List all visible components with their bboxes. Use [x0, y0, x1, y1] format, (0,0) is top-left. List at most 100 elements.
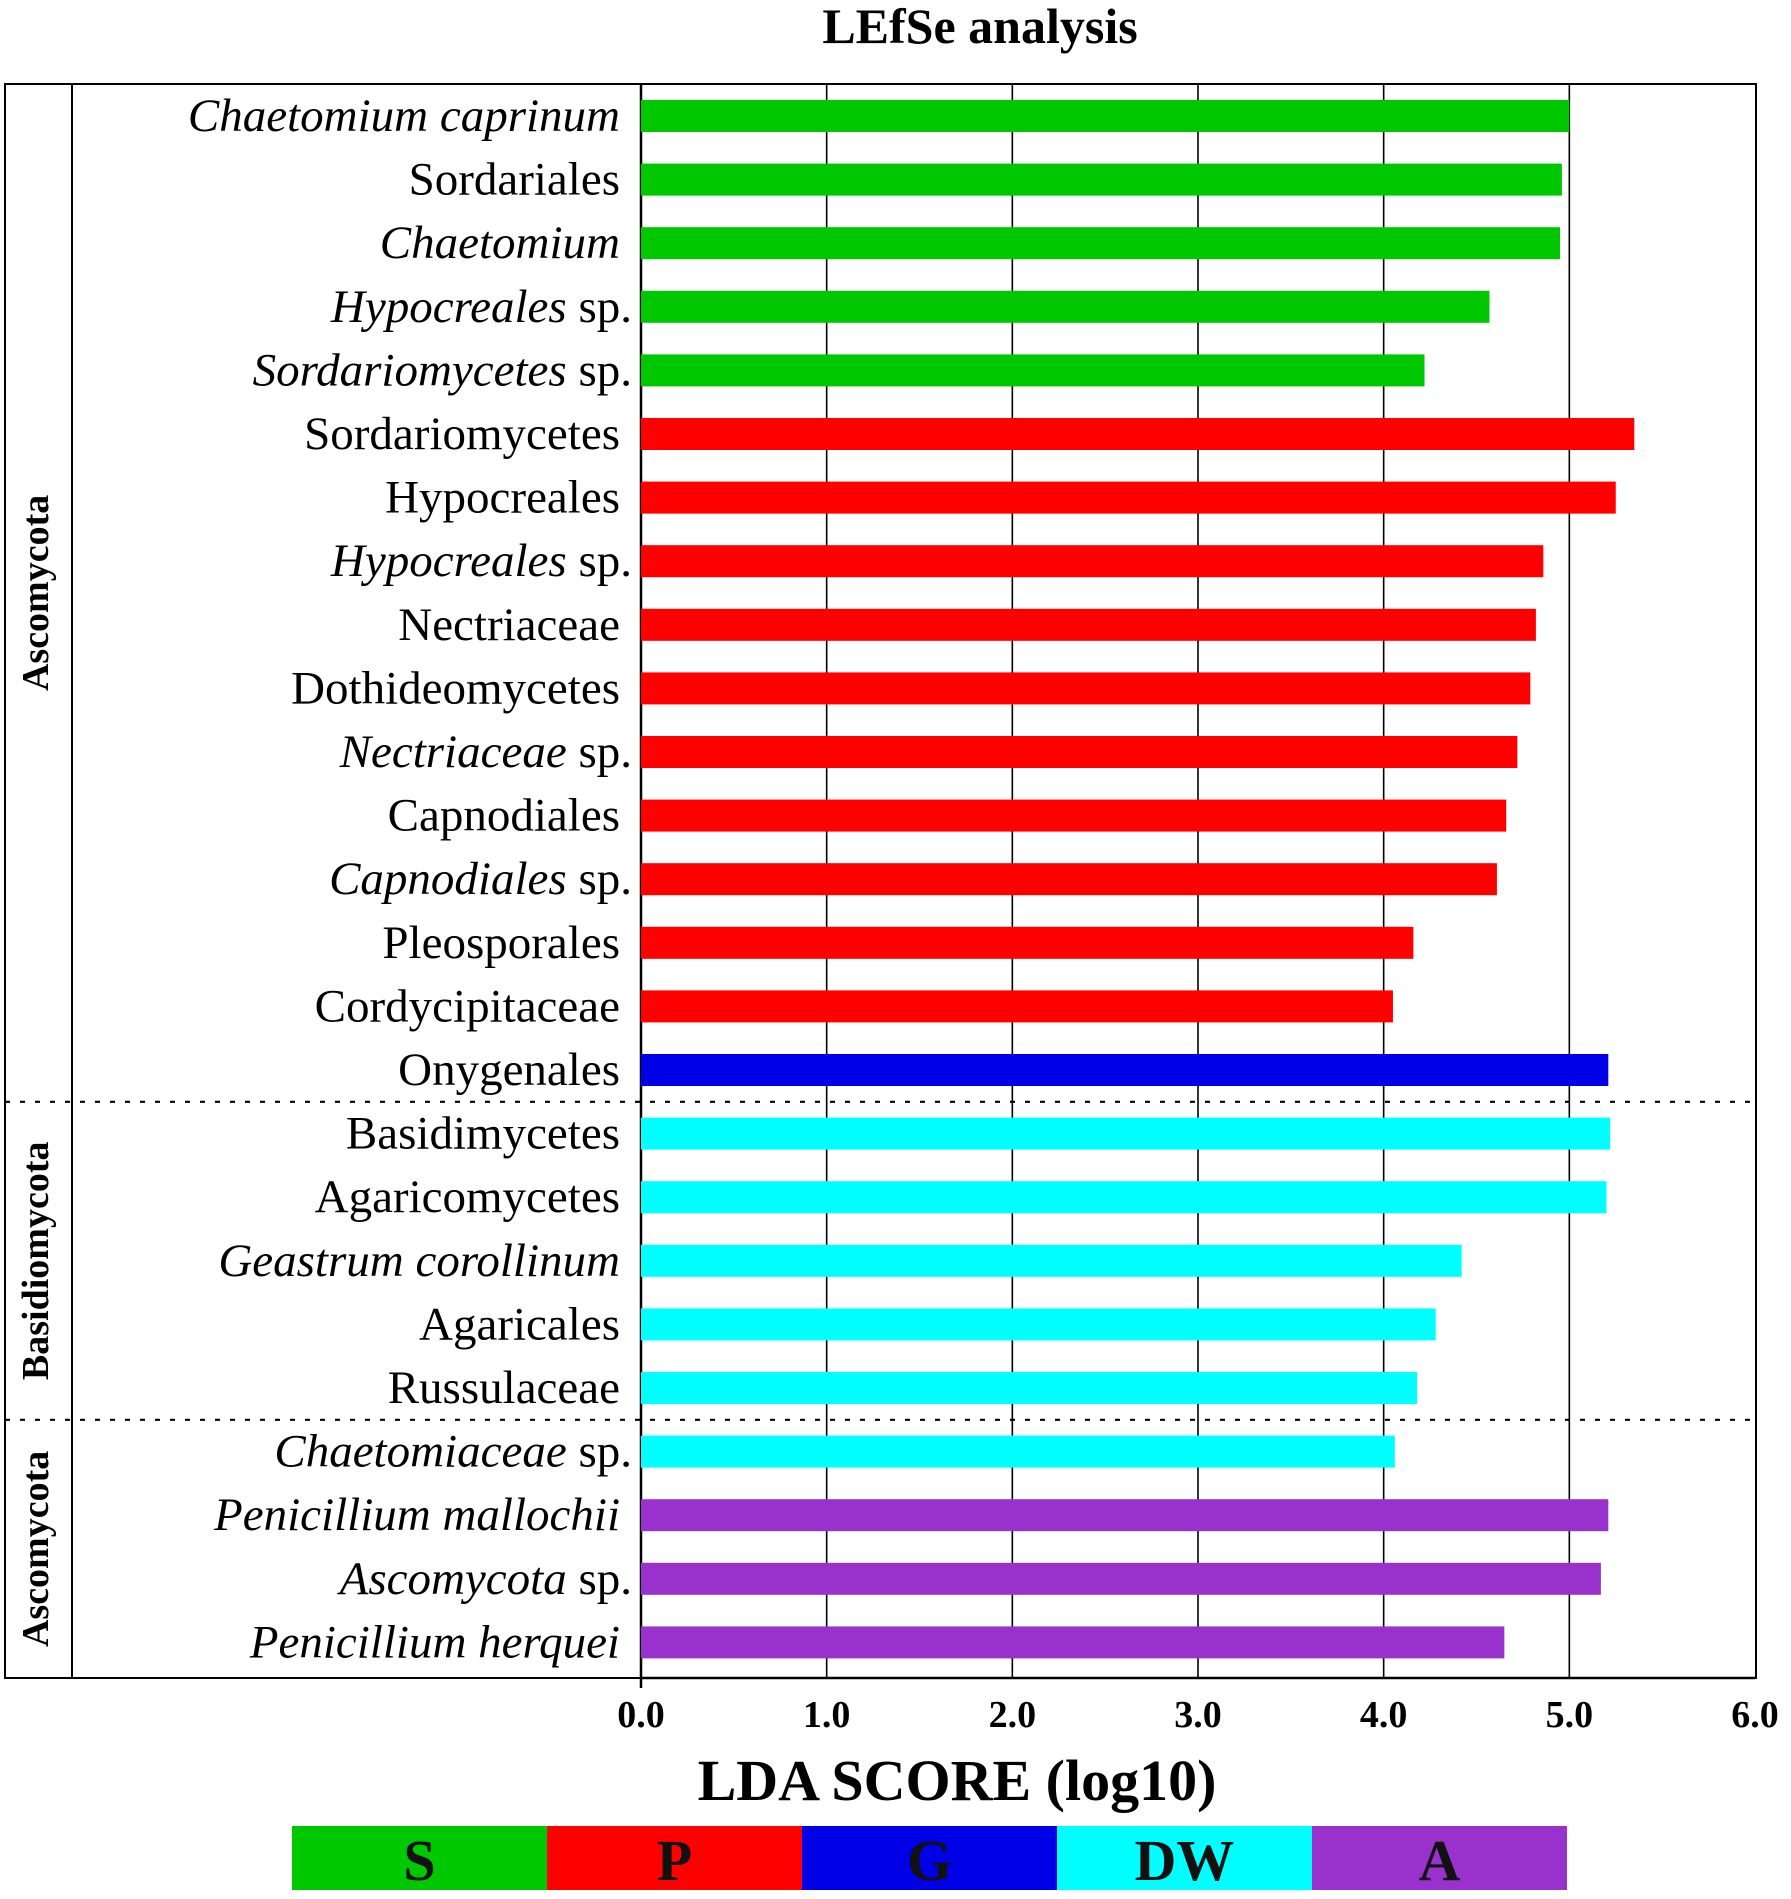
bar-label-plain: Hypocreales [385, 472, 620, 524]
bar-label: Geastrum corollinum [218, 1235, 620, 1287]
x-tick-label: 3.0 [1174, 1694, 1222, 1736]
bar-label: Pleosporales [382, 917, 620, 969]
legend-label: P [657, 1828, 692, 1893]
bar [641, 1117, 1611, 1150]
bar-label: Hypocreales sp. [330, 281, 632, 333]
bar-label-plain: sp. [567, 535, 632, 587]
legend-label: A [1419, 1828, 1461, 1893]
legend-swatch [802, 1826, 1057, 1890]
bar-label-plain: Sordariomycetes [304, 408, 620, 460]
bar-label: Dothideomycetes [291, 662, 620, 714]
bar-labels: Chaetomium caprinum Sordariales Chaetomium… [188, 90, 632, 1668]
bar-label: Ascomycota sp. [337, 1553, 632, 1605]
bar [641, 1054, 1609, 1086]
bar [641, 863, 1497, 896]
bar-label-italic: Hypocreales [330, 281, 567, 333]
bar-label-plain: Russulaceae [388, 1362, 620, 1414]
bar-label-plain: sp. [567, 1426, 632, 1478]
bar-label: Agaricomycetes [315, 1171, 620, 1223]
bar [641, 1626, 1505, 1659]
bar-label-plain: Pleosporales [382, 917, 620, 969]
legend-swatch [1312, 1826, 1567, 1890]
bars [641, 100, 1635, 1659]
x-tick-label: 5.0 [1546, 1694, 1594, 1736]
bar [641, 481, 1616, 514]
bar-label: Agaricales [419, 1298, 620, 1350]
bar [641, 1181, 1607, 1214]
x-tick-label: 2.0 [989, 1694, 1037, 1736]
bar-label: Chaetomium caprinum [188, 90, 620, 142]
bar-label: Nectriaceae [398, 599, 620, 651]
bar-label-plain: Dothideomycetes [291, 662, 620, 714]
bar-label-italic: Chaetomium caprinum [188, 90, 620, 142]
bar-label-plain: sp. [567, 281, 632, 333]
legend: S P G DW A [292, 1826, 1567, 1893]
bar [641, 354, 1425, 387]
bar [641, 1372, 1418, 1404]
bar [641, 100, 1570, 132]
legend-swatch [1057, 1826, 1312, 1890]
bar [641, 926, 1414, 959]
bar-label-italic: Capnodiales [329, 853, 567, 905]
bar [641, 990, 1393, 1023]
bar-label: Basidimycetes [346, 1108, 620, 1160]
bar [641, 1435, 1395, 1468]
legend-label: S [403, 1828, 435, 1893]
phylum-label: Basidiomycota [15, 1142, 57, 1381]
bar [641, 1499, 1609, 1532]
bar-label: Penicillium herquei [249, 1616, 620, 1668]
phylum-label: Ascomycota [15, 1451, 57, 1647]
phylum-labels: Ascomycota Basidiomycota Ascomycota [15, 495, 57, 1647]
phylum-label: Ascomycota [15, 495, 57, 691]
bar-label-italic: Penicillium mallochii [213, 1489, 620, 1541]
bar [641, 799, 1507, 832]
bar-label-plain: Agaricomycetes [315, 1171, 620, 1223]
legend-swatch [292, 1826, 547, 1890]
x-tick-label: 1.0 [803, 1694, 851, 1736]
bar-label-plain: sp. [567, 344, 632, 396]
bar-label-italic: Chaetomium [380, 217, 620, 269]
bar-label: Cordycipitaceae [315, 980, 620, 1032]
bar-label: Onygenales [398, 1044, 620, 1096]
legend-label: G [907, 1828, 952, 1893]
bar-label: Hypocreales sp. [330, 535, 632, 587]
bar-label-italic: Geastrum corollinum [218, 1235, 620, 1287]
bar [641, 418, 1635, 450]
plot-frame [4, 83, 1757, 1688]
x-tick-label: 6.0 [1731, 1694, 1779, 1736]
bar-label-plain: Sordariales [409, 154, 620, 206]
bar-label: Hypocreales [385, 472, 620, 524]
legend-swatch [547, 1826, 802, 1890]
chart-title: LEfSe analysis [822, 0, 1137, 54]
bar-label-plain: Cordycipitaceae [315, 980, 620, 1032]
bar-label-plain: Nectriaceae [398, 599, 620, 651]
bar-label: Sordariales [409, 154, 620, 206]
bar [641, 227, 1561, 260]
bar-label-plain: Onygenales [398, 1044, 620, 1096]
bar [641, 545, 1544, 578]
bar-label-italic: Nectriaceae [339, 726, 567, 778]
bar [641, 290, 1490, 323]
bar [641, 1308, 1436, 1341]
bar-label: Nectriaceae sp. [339, 726, 632, 778]
legend-label: DW [1135, 1828, 1235, 1893]
x-axis-label: LDA SCORE (log10) [698, 1748, 1217, 1813]
bar-label-plain: Agaricales [419, 1298, 620, 1350]
bar-label-plain: sp. [567, 1553, 632, 1605]
bar-label-italic: Hypocreales [330, 535, 567, 587]
x-tick-label: 0.0 [617, 1694, 665, 1736]
bar-label-italic: Ascomycota [337, 1553, 567, 1605]
bar-label-plain: Capnodiales [388, 790, 620, 842]
x-axis-ticks: 0.0 1.0 2.0 3.0 4.0 5.0 6.0 [617, 1694, 1779, 1736]
bar-label-italic: Penicillium herquei [249, 1616, 620, 1668]
bar-label: Penicillium mallochii [213, 1489, 620, 1541]
bar-label: Sordariomycetes [304, 408, 620, 460]
bar [641, 1562, 1601, 1595]
bar [641, 1244, 1462, 1277]
bar-label: Sordariomycetes sp. [253, 344, 632, 396]
bar-label-italic: Sordariomycetes [253, 344, 567, 396]
x-tick-label: 4.0 [1360, 1694, 1408, 1736]
bar [641, 608, 1536, 641]
bar-label-plain: sp. [567, 726, 632, 778]
